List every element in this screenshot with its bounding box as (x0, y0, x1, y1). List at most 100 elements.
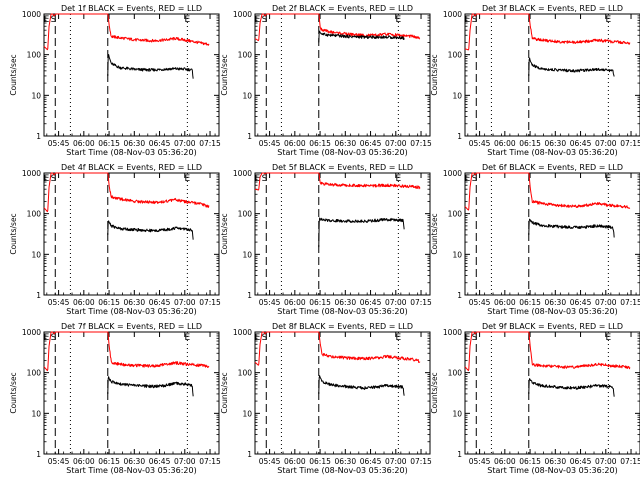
chart-panel: Det 7f BLACK = Events, RED = LLD 1 10 100 10… (9, 322, 221, 475)
x-axis-label: Start Time (08-Nov-03 05:36:20) (487, 148, 617, 157)
x-tick-label: 07:00 (385, 298, 407, 307)
y-axis-label: Counts/sec (220, 372, 229, 413)
y-axis-label: Counts/sec (9, 213, 18, 254)
lld-series-line (43, 13, 210, 51)
x-tick-label: 07:15 (620, 457, 640, 466)
y-tick-label: 1000 (233, 169, 252, 178)
y-tick-label: 1000 (233, 328, 252, 337)
x-tick-label: 05:45 (259, 457, 281, 466)
x-axis-label: Start Time (08-Nov-03 05:36:20) (66, 307, 196, 316)
x-tick-label: 06:45 (360, 457, 382, 466)
events-series-line (107, 376, 194, 397)
y-tick-label: 100 (448, 51, 463, 60)
panel-title: Det 6f BLACK = Events, RED = LLD (482, 163, 623, 172)
y-tick-label: 1 (457, 291, 462, 300)
x-tick-label: 05:45 (48, 298, 70, 307)
y-axis-label: Counts/sec (220, 54, 229, 95)
events-series-line (107, 54, 194, 79)
x-tick-label: 07:15 (199, 457, 221, 466)
x-tick-label: 07:15 (410, 457, 432, 466)
chart-panel: Det 2f BLACK = Events, RED = LLD 1 10 100 10… (220, 4, 432, 157)
y-tick-label: 10 (31, 250, 41, 259)
x-tick-label: 05:45 (469, 457, 491, 466)
y-tick-label: 100 (238, 210, 253, 219)
y-tick-label: 10 (31, 409, 41, 418)
plot-frame (464, 172, 640, 296)
x-axis-label: Start Time (08-Nov-03 05:36:20) (66, 466, 196, 475)
x-tick-label: 06:45 (149, 457, 171, 466)
x-tick-label: 06:15 (98, 298, 120, 307)
marker-label: E (465, 333, 471, 343)
y-tick-label: 1 (247, 450, 252, 459)
x-axis-label: Start Time (08-Nov-03 05:36:20) (487, 466, 617, 475)
x-tick-label: 07:00 (595, 457, 617, 466)
y-tick-label: 1000 (22, 328, 41, 337)
marker-label: E (465, 174, 471, 184)
y-tick-label: 100 (27, 369, 42, 378)
events-series-line (318, 217, 405, 248)
marker-label: S (51, 174, 57, 184)
y-tick-label: 100 (27, 210, 42, 219)
chart-panel: Det 6f BLACK = Events, RED = LLD 1 10 100 10… (430, 163, 640, 316)
marker-label: E (606, 15, 612, 25)
x-tick-label: 06:45 (360, 298, 382, 307)
lld-series-line (254, 331, 421, 366)
marker-label: E (606, 333, 612, 343)
x-tick-label: 06:15 (309, 457, 331, 466)
plot-frame (464, 331, 640, 455)
marker-label: E (396, 15, 402, 25)
chart-panel: Det 3f BLACK = Events, RED = LLD 1 10 100 10… (430, 4, 640, 157)
plot-frame (254, 331, 431, 455)
x-tick-label: 05:45 (259, 298, 281, 307)
events-series-line (318, 30, 405, 43)
y-tick-label: 1 (36, 291, 41, 300)
events-series-line (528, 57, 615, 77)
x-axis-label: Start Time (08-Nov-03 05:36:20) (66, 148, 196, 157)
panel-title: Det 2f BLACK = Events, RED = LLD (272, 4, 413, 13)
events-series-line (528, 218, 615, 238)
events-series-line (318, 375, 405, 396)
x-tick-label: 07:15 (199, 298, 221, 307)
x-tick-label: 06:45 (360, 139, 382, 148)
events-series-line (107, 220, 194, 240)
marker-label: S (262, 333, 268, 343)
x-tick-label: 06:45 (570, 457, 592, 466)
panel-title: Det 1f BLACK = Events, RED = LLD (61, 4, 202, 13)
chart-panel: Det 1f BLACK = Events, RED = LLD 1 10 100 10… (9, 4, 221, 157)
marker-label: E (606, 174, 612, 184)
x-tick-label: 05:45 (469, 298, 491, 307)
y-tick-label: 10 (452, 250, 462, 259)
y-axis-label: Counts/sec (9, 372, 18, 413)
x-tick-label: 06:15 (98, 457, 120, 466)
y-tick-label: 10 (452, 91, 462, 100)
x-tick-label: 06:15 (519, 139, 541, 148)
x-tick-label: 06:45 (149, 298, 171, 307)
x-tick-label: 06:45 (149, 139, 171, 148)
marker-label: E (465, 15, 471, 25)
x-axis-label: Start Time (08-Nov-03 05:36:20) (277, 466, 407, 475)
x-tick-label: 07:15 (199, 139, 221, 148)
y-tick-label: 100 (238, 51, 253, 60)
y-tick-label: 1000 (443, 10, 462, 19)
plot-frame (43, 172, 220, 296)
chart-panel: Det 4f BLACK = Events, RED = LLD 1 10 100 10… (9, 163, 221, 316)
y-tick-label: 10 (242, 250, 252, 259)
x-tick-label: 06:30 (334, 457, 356, 466)
x-tick-label: 06:00 (284, 457, 306, 466)
y-tick-label: 1000 (443, 328, 462, 337)
x-tick-label: 06:30 (544, 139, 566, 148)
x-tick-label: 06:15 (309, 298, 331, 307)
x-tick-label: 06:00 (284, 139, 306, 148)
lld-series-line (254, 13, 421, 42)
marker-label: S (472, 333, 478, 343)
x-axis-label: Start Time (08-Nov-03 05:36:20) (277, 148, 407, 157)
marker-label: E (185, 333, 191, 343)
x-tick-label: 05:45 (48, 457, 70, 466)
x-tick-label: 06:30 (123, 139, 145, 148)
marker-label: E (255, 333, 261, 343)
lld-series-line (464, 13, 631, 51)
y-tick-label: 10 (452, 409, 462, 418)
x-tick-label: 05:45 (48, 139, 70, 148)
x-tick-label: 07:00 (174, 139, 196, 148)
